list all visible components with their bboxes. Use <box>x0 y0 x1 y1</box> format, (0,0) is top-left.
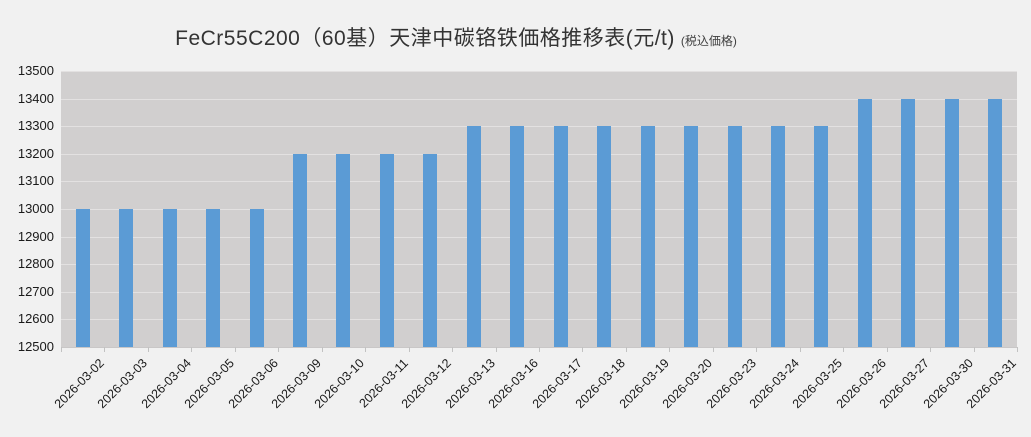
bar-2026-03-26 <box>857 98 872 347</box>
x-tick-label: 2026-03-16 <box>486 356 542 412</box>
y-tick-label: 12500 <box>17 339 54 354</box>
x-tick-mark <box>234 347 236 352</box>
x-tick-mark <box>973 347 975 352</box>
x-tick-mark <box>61 347 62 352</box>
x-tick-label: 2026-03-05 <box>181 356 237 412</box>
x-tick-label: 2026-03-24 <box>746 356 802 412</box>
x-tick-mark <box>799 347 801 352</box>
gridline <box>61 126 1017 128</box>
bar-2026-03-05 <box>206 209 221 347</box>
bar-2026-03-17 <box>553 126 568 347</box>
gridline <box>61 71 1017 72</box>
x-tick-mark <box>1017 347 1018 352</box>
gridline <box>61 153 1017 155</box>
x-tick-label: 2026-03-09 <box>268 356 324 412</box>
x-tick-mark <box>104 347 106 352</box>
x-tick-label: 2026-03-03 <box>94 356 151 412</box>
x-tick-label: 2026-03-17 <box>529 356 585 412</box>
x-tick-label: 2026-03-27 <box>877 356 933 412</box>
bar-2026-03-10 <box>336 153 351 347</box>
bar-2026-03-19 <box>640 126 655 347</box>
x-tick-mark <box>930 347 932 352</box>
y-tick-label: 13000 <box>17 201 54 216</box>
gridline <box>61 291 1017 293</box>
x-tick-label: 2026-03-06 <box>225 356 281 412</box>
bar-2026-03-12 <box>423 153 438 347</box>
x-tick-mark <box>452 347 454 352</box>
price-trend-bar-chart: FeCr55C200（60基）天津中碳铬铁価格推移表(元/t) (税込価格) 13… <box>0 22 1019 411</box>
bar-2026-03-25 <box>814 126 829 347</box>
gridline <box>61 264 1017 266</box>
x-tick-mark <box>365 347 367 352</box>
x-tick-label: 2026-03-25 <box>790 356 846 412</box>
bar-2026-03-24 <box>771 126 785 347</box>
x-tick-mark <box>886 347 888 352</box>
x-tick-mark <box>408 347 410 352</box>
y-tick-label: 12700 <box>17 283 54 299</box>
x-tick-mark <box>539 347 540 352</box>
bar-2026-03-23 <box>727 126 742 347</box>
x-tick-label: 2026-03-13 <box>442 356 498 412</box>
chart-title: FeCr55C200（60基）天津中碳铬铁価格推移表(元/t) (税込価格) <box>0 22 912 52</box>
bar-2026-03-03 <box>119 209 134 347</box>
gridline <box>61 236 1017 238</box>
gridline <box>61 319 1017 321</box>
gridline <box>61 181 1017 183</box>
x-tick-mark <box>191 347 193 352</box>
bar-2026-03-02 <box>75 209 90 347</box>
x-tick-label: 2026-03-04 <box>138 356 194 412</box>
chart-title-suffix: (税込価格) <box>680 34 737 48</box>
x-tick-mark <box>278 347 280 352</box>
bar-2026-03-16 <box>510 126 525 347</box>
x-tick-label: 2026-03-19 <box>616 356 672 412</box>
bar-2026-03-11 <box>379 153 394 347</box>
x-tick-mark <box>669 347 671 352</box>
x-tick-label: 2026-03-30 <box>920 356 976 412</box>
gridline <box>61 98 1017 100</box>
chart-title-main: FeCr55C200（60基）天津中碳铬铁価格推移表(元/t) <box>175 27 675 50</box>
bar-2026-03-04 <box>162 209 177 347</box>
x-tick-mark <box>843 347 845 352</box>
y-tick-label: 13100 <box>17 173 54 189</box>
bar-2026-03-31 <box>988 98 1003 347</box>
y-tick-label: 13500 <box>17 63 54 78</box>
x-tick-mark <box>625 347 627 352</box>
y-tick-label: 13300 <box>17 118 54 134</box>
y-tick-label: 13200 <box>17 145 54 161</box>
y-tick-label: 12900 <box>17 228 54 244</box>
x-tick-label: 2026-03-12 <box>399 356 455 412</box>
bar-2026-03-06 <box>249 209 264 347</box>
x-tick-label: 2026-03-10 <box>312 356 368 412</box>
bar-2026-03-20 <box>684 126 699 347</box>
plot-area <box>61 71 1017 347</box>
x-tick-label: 2026-03-26 <box>833 356 889 412</box>
x-tick-mark <box>712 347 714 352</box>
x-tick-label: 2026-03-20 <box>659 356 715 412</box>
x-tick-mark <box>582 347 584 352</box>
y-tick-label: 13400 <box>17 90 54 106</box>
x-tick-mark <box>321 347 323 352</box>
y-tick-label: 12600 <box>17 311 54 327</box>
bar-2026-03-09 <box>293 153 307 347</box>
x-tick-label: 2026-03-18 <box>572 356 629 412</box>
bar-2026-03-30 <box>944 98 959 347</box>
x-tick-mark <box>147 347 149 352</box>
x-tick-label: 2026-03-11 <box>356 356 411 411</box>
x-tick-label: 2026-03-23 <box>703 356 759 412</box>
x-tick-label: 2026-03-31 <box>964 356 1020 412</box>
x-tick-mark <box>756 347 758 352</box>
x-tick-mark <box>495 347 497 352</box>
y-tick-label: 12800 <box>17 256 54 272</box>
x-tick-label: 2026-03-02 <box>51 356 107 412</box>
bar-2026-03-13 <box>466 126 481 347</box>
gridline <box>61 209 1017 210</box>
bar-2026-03-27 <box>901 98 916 347</box>
bar-2026-03-18 <box>597 126 612 347</box>
